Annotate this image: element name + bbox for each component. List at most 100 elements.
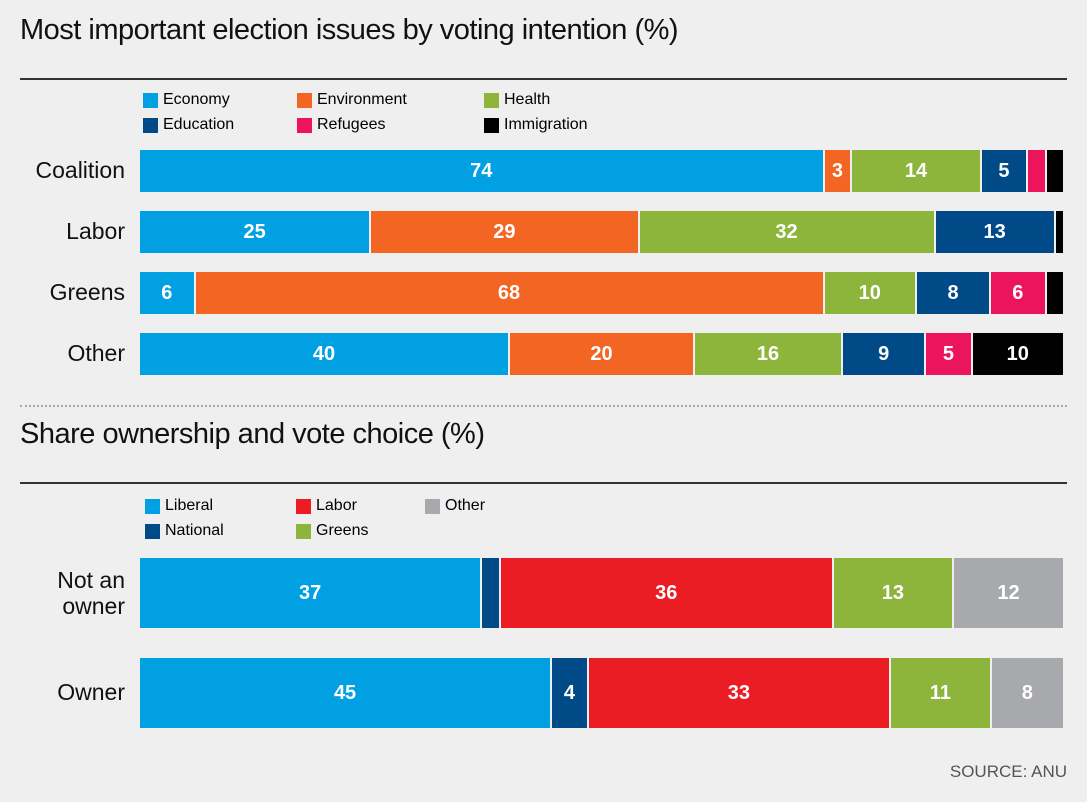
- bar-segment-refugees: [1028, 150, 1047, 192]
- bar-segment-health: 32: [639, 211, 936, 253]
- data-label: 29: [493, 220, 516, 243]
- legend-swatch: [297, 117, 312, 133]
- bar-segment-economy: 40: [140, 333, 510, 375]
- legend-swatch: [143, 117, 158, 133]
- data-label: 36: [655, 581, 678, 604]
- data-label: 5: [942, 342, 954, 365]
- source-note: SOURCE: ANU: [949, 762, 1067, 781]
- bar-segment-other: 12: [954, 558, 1065, 628]
- bar-segment-education: 9: [843, 333, 927, 375]
- legend-swatch: [296, 498, 311, 514]
- data-label: 14: [904, 159, 928, 182]
- bar-segment-economy: 74: [140, 150, 825, 192]
- data-label: 13: [983, 220, 1006, 243]
- legend-item-other: Other: [425, 497, 485, 515]
- legend-swatch: [145, 523, 160, 539]
- legend-swatch: [143, 92, 158, 108]
- data-label: 10: [1006, 342, 1029, 365]
- bar-segment-economy: 6: [140, 272, 196, 314]
- bar-segment-other: 8: [991, 658, 1065, 728]
- bar-segment-environment: 3: [824, 150, 853, 192]
- legend-label: Labor: [316, 497, 357, 514]
- bar-segment-education: 8: [917, 272, 991, 314]
- legend-item-education: Education: [143, 116, 234, 134]
- bar-segment-immigration: [1046, 272, 1065, 314]
- data-label: 4: [563, 681, 575, 704]
- bar-row-greens: 6 68 10 8 6: [140, 272, 1065, 314]
- row-label: Coalition: [35, 157, 126, 183]
- bar-segment-labor: 36: [500, 558, 834, 628]
- bar-segment-health: 10: [824, 272, 917, 314]
- bar-segment-greens: 11: [890, 658, 992, 728]
- data-label: 12: [997, 581, 1020, 604]
- row-label: Owner: [57, 679, 125, 705]
- bar-row-labor: 25 29 32 13: [140, 211, 1065, 253]
- legend-swatch: [484, 117, 499, 133]
- legend-item-environment: Environment: [297, 91, 407, 109]
- row-label: Not an owner: [57, 567, 125, 619]
- row-label: Greens: [49, 279, 125, 305]
- data-label: 20: [590, 342, 613, 365]
- data-label: 6: [161, 281, 173, 304]
- bar-segment-education: 5: [981, 150, 1028, 192]
- legend-item-refugees: Refugees: [297, 116, 386, 134]
- bar-segment-greens: 13: [833, 558, 954, 628]
- bar-segment-labor: 33: [588, 658, 891, 728]
- bar-segment-immigration: [1046, 150, 1065, 192]
- legend-item-immigration: Immigration: [484, 116, 588, 134]
- data-label: 32: [775, 220, 798, 243]
- bar-segment-national: [482, 558, 501, 628]
- bar-segment-health: 14: [852, 150, 982, 192]
- data-label: 40: [312, 342, 336, 365]
- legend-label: Education: [163, 116, 235, 133]
- data-label: 6: [1012, 281, 1024, 304]
- data-label: 5: [998, 159, 1010, 182]
- legend-swatch: [296, 523, 311, 539]
- data-label: 37: [299, 581, 322, 604]
- bar-segment-health: 16: [695, 333, 843, 375]
- bar-segment-environment: 29: [371, 211, 640, 253]
- bar-segment-education: 13: [935, 211, 1056, 253]
- bar-segment-immigration: 10: [972, 333, 1065, 375]
- data-label: 3: [831, 159, 843, 182]
- bar-segment-environment: 20: [510, 333, 695, 375]
- legend-item-national: National: [145, 522, 224, 540]
- legend-label: Immigration: [504, 116, 588, 133]
- data-label: 74: [470, 159, 493, 182]
- legend-label: Refugees: [317, 116, 386, 133]
- data-label: 9: [878, 342, 890, 365]
- legend-item-health: Health: [484, 91, 550, 109]
- chart1-title: Most important election issues by voting…: [20, 14, 679, 46]
- data-label: 11: [929, 681, 951, 704]
- bar-segment-refugees: 5: [926, 333, 973, 375]
- section-divider: [20, 405, 1067, 407]
- bar-row-other: 40 20 16 9 5 10: [140, 333, 1065, 375]
- legend-label: Environment: [317, 91, 407, 108]
- legend-label: Other: [445, 497, 486, 514]
- data-label: 33: [727, 681, 750, 704]
- legend-item-liberal: Liberal: [145, 497, 213, 515]
- chart2-rule: [20, 482, 1067, 484]
- bar-row-owner: 45 4 33 11 8: [140, 658, 1065, 728]
- data-label: 8: [1021, 681, 1033, 704]
- legend-swatch: [425, 498, 440, 514]
- legend-item-economy: Economy: [143, 91, 230, 109]
- legend-swatch: [484, 92, 499, 108]
- bar-segment-liberal: 37: [140, 558, 483, 628]
- bar-row-not-an-owner: 37 36 13 12: [140, 558, 1065, 628]
- data-label: 8: [947, 281, 959, 304]
- legend-label: Liberal: [165, 497, 214, 514]
- bar-segment-national: 4: [552, 658, 589, 728]
- bar-segment-economy: 25: [140, 211, 372, 253]
- data-label: 13: [881, 581, 904, 604]
- chart2-title: Share ownership and vote choice (%): [20, 418, 485, 450]
- data-label: 25: [243, 220, 266, 243]
- legend-item-labor: Labor: [296, 497, 357, 515]
- legend-label: Economy: [163, 91, 230, 108]
- bar-segment-immigration: [1055, 211, 1065, 253]
- legend-label: Greens: [316, 522, 369, 539]
- legend-label: National: [165, 522, 224, 539]
- row-label: Labor: [66, 218, 125, 244]
- bar-segment-environment: 68: [195, 272, 825, 314]
- legend-label: Health: [504, 91, 551, 108]
